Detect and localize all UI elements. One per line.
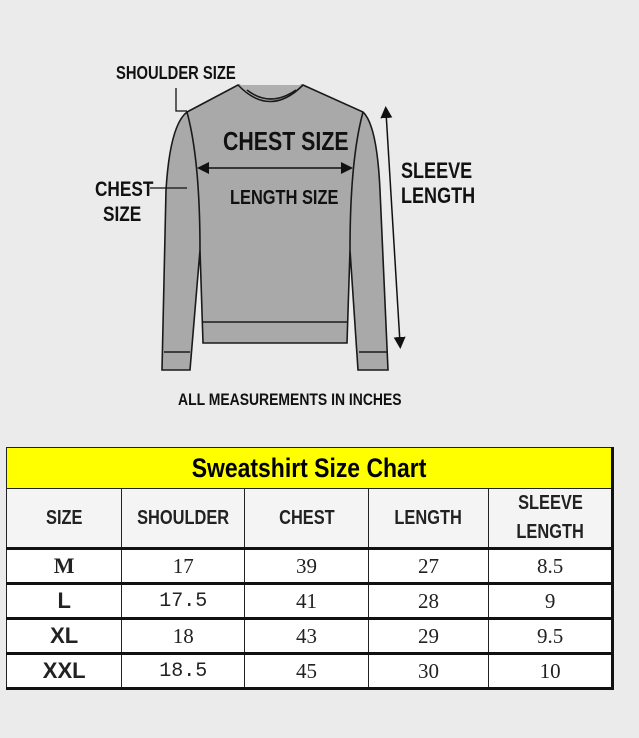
table-row: XXL 18.5 45 30 10	[5, 652, 613, 689]
sweatshirt-diagram	[150, 84, 406, 371]
table-row: L 17.5 41 28 9	[5, 582, 613, 619]
table-row: XL 18 43 29 9.5	[5, 617, 613, 654]
table-header-row: SIZE SHOULDER CHEST LENGTH SLEEVE LENGTH	[5, 488, 613, 549]
table-title: Sweatshirt Size Chart	[6, 447, 613, 489]
sleeve-label-line1: SLEEVE	[401, 158, 473, 183]
shoulder-leader-line	[175, 88, 187, 112]
header-length: LENGTH	[367, 488, 490, 549]
chest-size-label: CHEST SIZE	[223, 126, 349, 156]
header-shoulder: SHOULDER	[121, 488, 246, 549]
sleeve-label-line2: LENGTH	[401, 183, 476, 208]
header-sleeve-length: SLEEVE LENGTH	[488, 488, 613, 549]
table-row: M 17 39 27 8.5	[5, 547, 613, 584]
side-chest-label-line1: CHEST	[95, 178, 154, 201]
sleeve-arrow	[380, 106, 406, 349]
length-size-label: LENGTH SIZE	[230, 187, 339, 209]
sweatshirt-illustration	[161, 84, 389, 371]
shoulder-size-label: SHOULDER SIZE	[116, 63, 236, 83]
header-size: SIZE	[5, 488, 123, 549]
size-chart-table: Sweatshirt Size Chart SIZE SHOULDER CHES…	[5, 447, 614, 690]
header-chest: CHEST	[244, 488, 369, 549]
measurement-note: ALL MEASUREMENTS IN INCHES	[178, 390, 402, 409]
side-chest-label-line2: SIZE	[103, 203, 142, 226]
